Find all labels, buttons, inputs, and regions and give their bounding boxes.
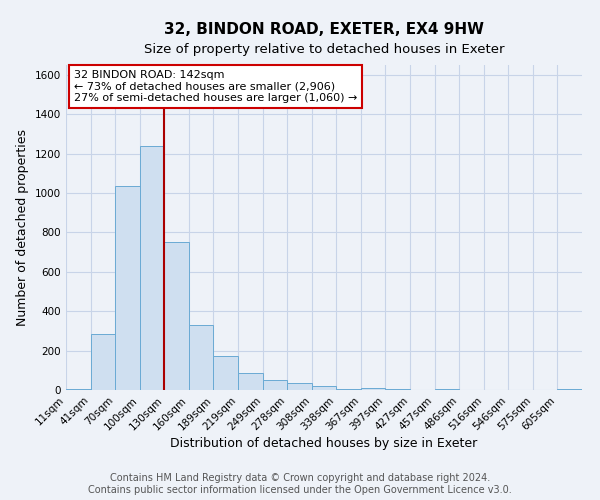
X-axis label: Distribution of detached houses by size in Exeter: Distribution of detached houses by size … bbox=[170, 438, 478, 450]
Bar bbox=[164, 242, 189, 390]
Bar bbox=[361, 388, 385, 390]
Text: Size of property relative to detached houses in Exeter: Size of property relative to detached ho… bbox=[144, 42, 504, 56]
Bar bbox=[66, 389, 91, 390]
Bar bbox=[287, 383, 312, 390]
Bar bbox=[214, 356, 238, 390]
Bar bbox=[115, 186, 140, 390]
Bar bbox=[238, 374, 263, 390]
Bar bbox=[336, 389, 361, 390]
Bar bbox=[91, 334, 115, 390]
Bar bbox=[312, 386, 336, 390]
Bar bbox=[140, 146, 164, 390]
Bar bbox=[189, 325, 214, 390]
Text: Contains HM Land Registry data © Crown copyright and database right 2024.
Contai: Contains HM Land Registry data © Crown c… bbox=[88, 474, 512, 495]
Bar bbox=[557, 389, 582, 390]
Bar bbox=[385, 389, 410, 390]
Y-axis label: Number of detached properties: Number of detached properties bbox=[16, 129, 29, 326]
Bar bbox=[263, 380, 287, 390]
Text: 32, BINDON ROAD, EXETER, EX4 9HW: 32, BINDON ROAD, EXETER, EX4 9HW bbox=[164, 22, 484, 38]
Bar bbox=[434, 389, 459, 390]
Text: 32 BINDON ROAD: 142sqm
← 73% of detached houses are smaller (2,906)
27% of semi-: 32 BINDON ROAD: 142sqm ← 73% of detached… bbox=[74, 70, 357, 103]
